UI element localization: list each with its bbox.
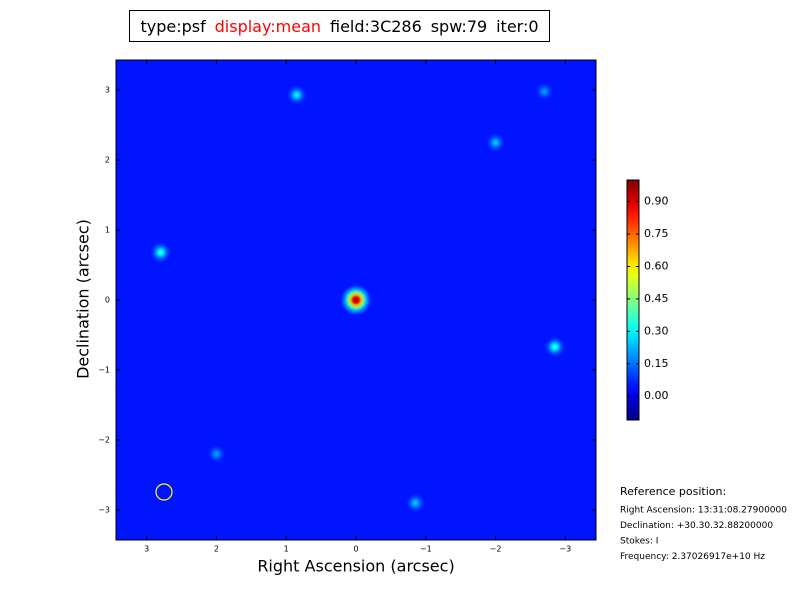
- colorbar-tick-label: 0.30: [644, 324, 669, 337]
- reference-heading: Reference position:: [620, 485, 726, 498]
- peak: [405, 492, 426, 513]
- image-layer: [149, 81, 566, 513]
- x-tick-label: −3: [559, 545, 571, 554]
- colorbar-tick-label: 0.15: [644, 357, 669, 370]
- y-tick-label: 0: [105, 296, 110, 305]
- colorbar-tick-label: 0.60: [644, 259, 669, 272]
- x-tick-label: −2: [490, 545, 502, 554]
- reference-line: Frequency: 2.37026917e+10 Hz: [620, 552, 765, 562]
- peak: [534, 81, 554, 102]
- peak: [149, 241, 172, 264]
- colorbar-tick-label: 0.90: [644, 195, 669, 208]
- x-tick-label: 1: [284, 545, 289, 554]
- reference-line: Declination: +30.30.32.88200000: [620, 521, 773, 531]
- colorbar-tick-label: 0.75: [644, 227, 669, 240]
- y-tick-label: −1: [98, 365, 110, 374]
- reference-line: Right Ascension: 13:31:08.27900000: [620, 506, 787, 516]
- peak: [544, 336, 566, 358]
- y-tick-label: 2: [105, 156, 110, 165]
- peak: [206, 444, 227, 464]
- title-part: field:3C286: [329, 16, 422, 36]
- colorbar-tick-label: 0.45: [644, 292, 669, 305]
- reference-line: Stokes: I: [620, 537, 658, 547]
- title-box: type:psf display:mean field:3C286 spw:79 ite…: [129, 10, 550, 42]
- title-part: iter:0: [496, 16, 539, 36]
- x-axis-label: Right Ascension (arcsec): [257, 557, 454, 576]
- x-tick-label: −1: [420, 545, 432, 554]
- y-axis-label: Declination (arcsec): [74, 219, 93, 379]
- x-tick-label: 0: [353, 545, 358, 554]
- title-part: spw:79: [430, 16, 488, 36]
- beam: [155, 483, 173, 501]
- x-tick-label: 2: [214, 545, 219, 554]
- title-part: type:psf: [140, 16, 206, 36]
- colorbar-tick-label: 0.00: [644, 389, 669, 402]
- y-tick-label: 3: [105, 86, 110, 95]
- y-tick-label: 1: [105, 226, 110, 235]
- peak: [286, 84, 308, 106]
- peak: [340, 284, 372, 316]
- peak: [485, 132, 506, 153]
- x-tick-label: 3: [144, 545, 149, 554]
- y-tick-label: −3: [98, 505, 110, 514]
- y-tick-label: −2: [98, 435, 110, 444]
- colorbar: [626, 179, 640, 421]
- title-part: display:mean: [214, 16, 322, 36]
